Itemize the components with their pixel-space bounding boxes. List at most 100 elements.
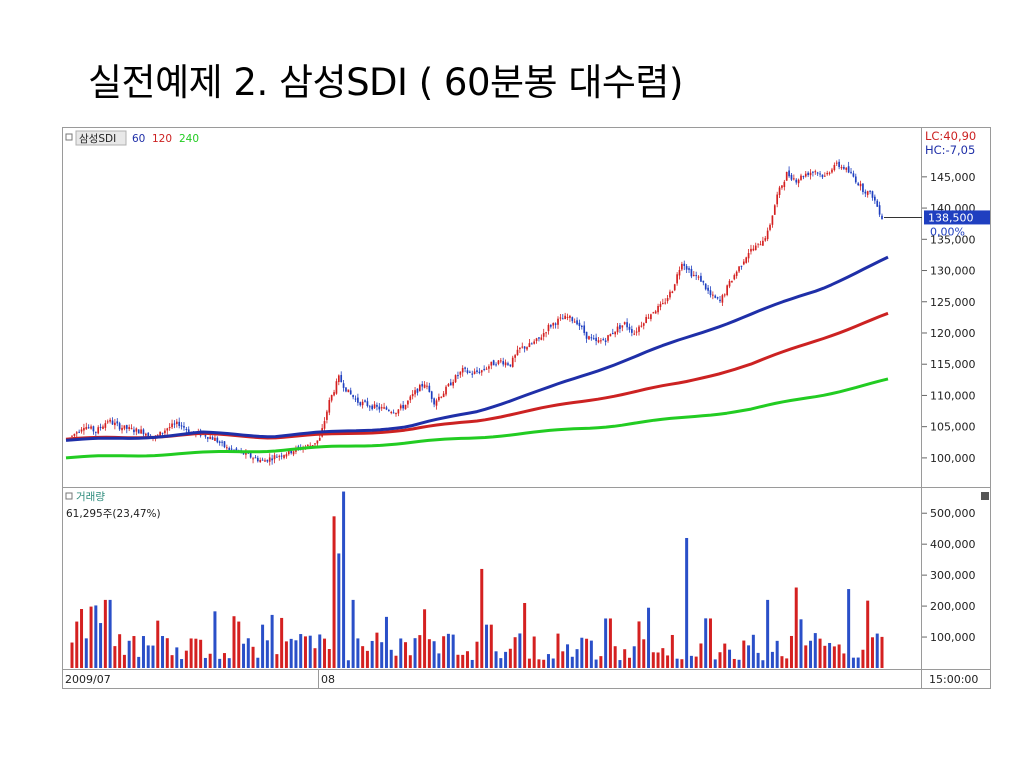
price-panel-toggle-icon[interactable] — [65, 133, 73, 141]
volume-bar — [242, 643, 246, 668]
candle-body — [102, 426, 104, 429]
candle-body — [347, 389, 350, 393]
candle-body — [550, 325, 552, 327]
candle-body — [504, 362, 507, 366]
volume-bar — [203, 657, 207, 668]
candle-body — [280, 455, 283, 457]
volume-bar — [146, 645, 150, 668]
candle-body — [809, 172, 812, 176]
candle-body — [168, 427, 171, 429]
candle-body — [554, 323, 557, 325]
candle-body — [411, 394, 414, 397]
candle-body — [638, 326, 640, 332]
candle-body — [433, 398, 435, 405]
volume-bar — [194, 638, 198, 668]
volume-bar — [728, 649, 732, 668]
volume-bar — [346, 660, 350, 668]
candle-body — [843, 166, 845, 169]
candle-body — [881, 215, 883, 220]
volume-bar — [170, 655, 174, 668]
volume-panel-menu-icon[interactable] — [981, 492, 989, 500]
candle-body — [204, 433, 207, 437]
x-tick-label-1: 08 — [321, 673, 335, 686]
candle-body — [140, 429, 142, 434]
stock-name-box — [75, 130, 127, 146]
candle-body — [871, 191, 874, 198]
candle-body — [540, 337, 543, 340]
volume-bar — [351, 599, 355, 668]
candle-body — [214, 437, 216, 441]
candle-body — [326, 411, 328, 420]
candle-body — [476, 370, 478, 372]
candle-body — [664, 302, 667, 304]
candle-body — [874, 196, 876, 201]
candle-body — [521, 346, 524, 348]
volume-bar — [708, 618, 712, 668]
volume-bar — [666, 655, 670, 668]
volume-bar — [494, 651, 498, 668]
candle-body — [752, 248, 755, 251]
candle-body — [171, 423, 173, 428]
candle-body — [311, 445, 314, 447]
volume-bar — [537, 659, 541, 668]
candle-body — [835, 162, 838, 164]
volume-bar — [404, 642, 408, 668]
candle-body — [857, 183, 860, 186]
candle-body — [514, 355, 516, 358]
candle-body — [502, 361, 505, 365]
candle-body — [354, 398, 357, 400]
candle-body — [268, 457, 271, 462]
candle-body — [538, 337, 540, 339]
volume-bar — [699, 643, 703, 668]
candle-body — [669, 291, 671, 298]
candle-body — [478, 371, 481, 374]
candle-body — [459, 371, 462, 375]
candle-body — [742, 261, 745, 265]
candle-body — [764, 238, 767, 241]
candle-body — [869, 190, 871, 192]
volume-bar — [399, 638, 403, 668]
volume-bar — [780, 656, 784, 668]
candle-body — [121, 427, 123, 431]
moving-average-lines — [65, 255, 889, 460]
candle-body — [449, 382, 452, 386]
volume-bar — [480, 568, 484, 668]
candle-body — [85, 426, 88, 430]
candle-body — [442, 393, 445, 398]
candle-body — [116, 421, 119, 424]
candle-body — [454, 375, 457, 383]
volume-bar — [542, 659, 546, 668]
volume-bar — [623, 649, 627, 668]
volume-bar — [365, 650, 369, 668]
candle-body — [723, 294, 726, 296]
candle-body — [352, 395, 354, 398]
volume-bar — [327, 649, 331, 668]
candle-body — [180, 425, 183, 427]
candle-body — [211, 437, 214, 440]
candle-body — [461, 368, 464, 373]
volume-panel-toggle-icon[interactable] — [65, 492, 73, 500]
volume-bar — [270, 614, 274, 668]
candle-body — [485, 368, 488, 370]
volume-bar — [851, 657, 855, 668]
candle-body — [878, 205, 881, 215]
candle-body — [561, 318, 564, 320]
candle-body — [552, 323, 555, 326]
candle-body — [385, 407, 388, 410]
candle-body — [673, 284, 676, 291]
candle-body — [533, 341, 536, 344]
volume-bar — [161, 636, 165, 668]
candle-body — [747, 253, 750, 259]
candle-body — [226, 447, 228, 449]
volume-bar — [199, 639, 203, 668]
candle-body — [252, 458, 254, 460]
candle-body — [516, 349, 519, 356]
candle-body — [633, 333, 636, 335]
volume-bar — [756, 652, 760, 668]
volume-bar — [84, 638, 88, 668]
candle-body — [218, 441, 221, 443]
volume-bar — [828, 642, 832, 668]
volume-bar — [361, 646, 365, 668]
candle-body — [847, 166, 850, 173]
candle-body — [173, 423, 176, 425]
